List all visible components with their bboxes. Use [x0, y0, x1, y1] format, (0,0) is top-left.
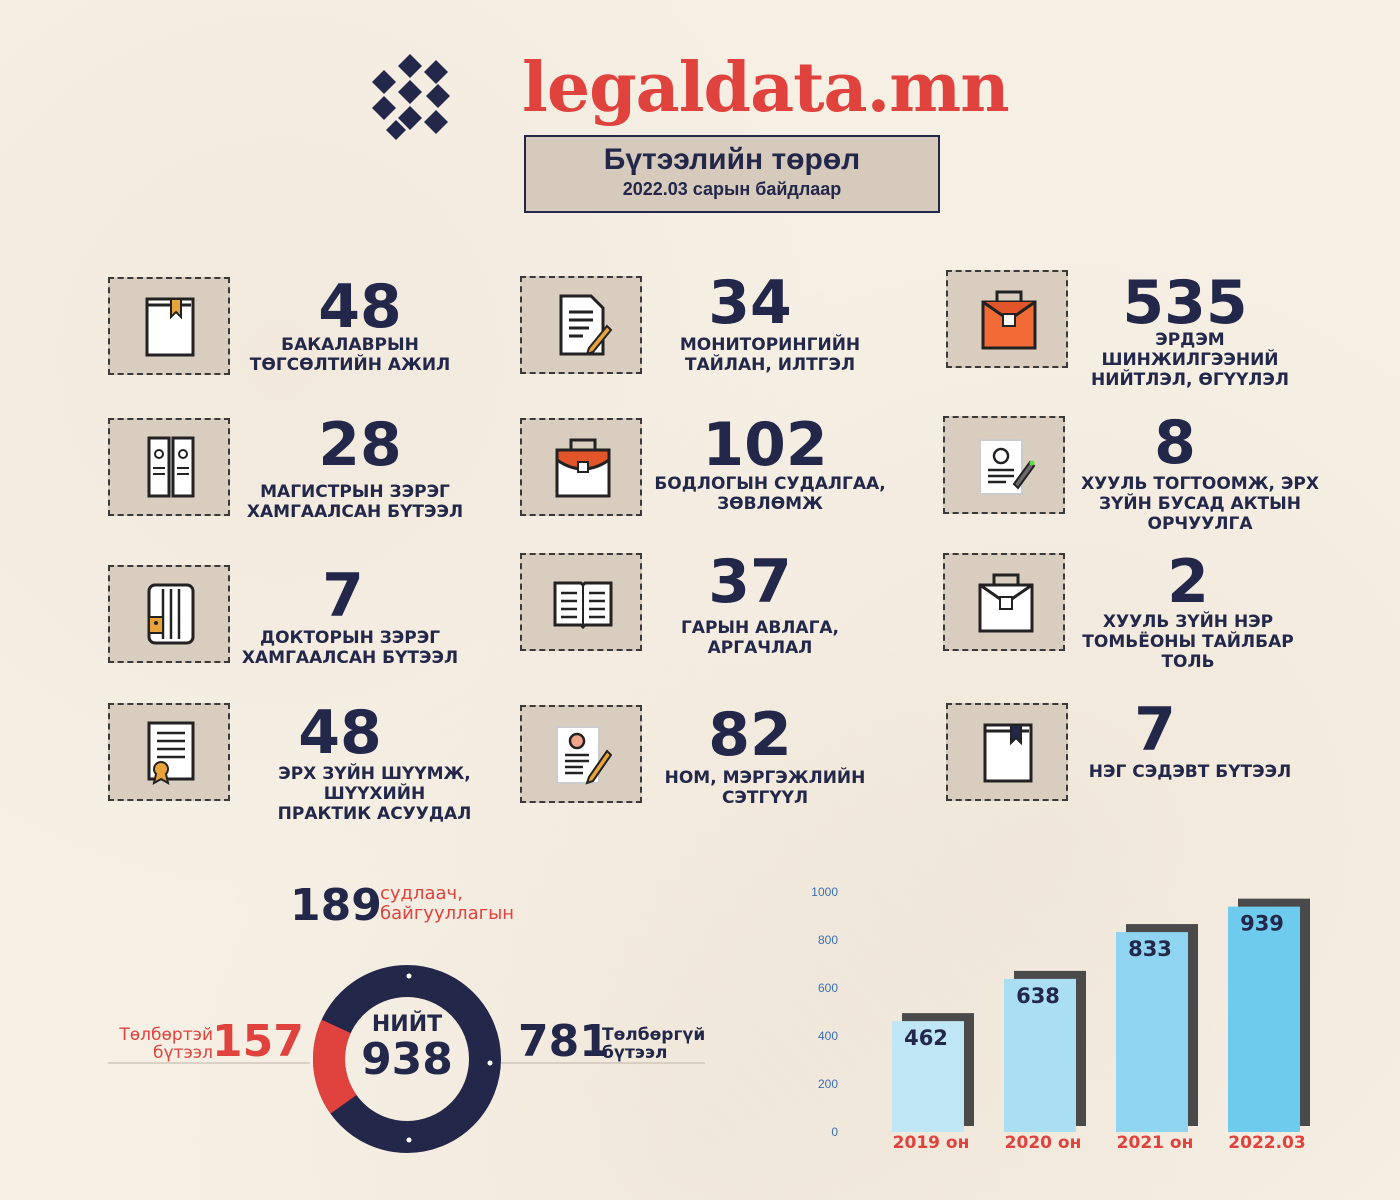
y-tick-label: 400: [818, 1029, 838, 1043]
stat-value: 37: [708, 547, 792, 617]
stat-value: 102: [702, 410, 828, 480]
stat-label: МАГИСТРЫН ЗЭРЭГ ХАМГААЛСАН БҮТЭЭЛ: [246, 482, 464, 522]
binders-icon: [147, 436, 195, 498]
legaldata-logo-icon: [372, 54, 450, 140]
stat-value: 7: [322, 561, 364, 631]
y-tick-label: 200: [818, 1077, 838, 1091]
stat-label: МОНИТОРИНГИЙН ТАЙЛАН, ИЛТГЭЛ: [679, 335, 861, 375]
page-title: Бүтээлийн төрөл: [603, 143, 861, 176]
stat-label: ЭРХ ЗҮЙН ШҮҮМЖ, ШҮҮХИЙН ПРАКТИК АСУУДАЛ: [277, 764, 472, 824]
stat-label: ХУУЛЬ ТОГТООМЖ, ЭРХ ЗҮЙН БУСАД АКТЫН ОРЧ…: [1081, 474, 1319, 534]
stat-label: ЭРДЭМ ШИНЖИЛГЭЭНИЙ НИЙТЛЭЛ, ӨГҮҮЛЭЛ: [1091, 330, 1289, 390]
donut-total: 938: [361, 1034, 453, 1085]
bar: [1228, 906, 1300, 1132]
page-subtitle: 2022.03 сарын байдлаар: [622, 179, 842, 199]
stat-label: БАКАЛАВРЫН ТӨГСӨЛТИЙН АЖИЛ: [249, 335, 451, 375]
stat-label: БОДЛОГЫН СУДАЛГАА, ЗӨВЛӨМЖ: [654, 474, 886, 514]
stat-icon-box: [520, 276, 642, 374]
bar-value-label: 939: [1240, 912, 1284, 936]
category-label: 2020 он: [1005, 1133, 1082, 1153]
donut-chart: [108, 965, 705, 1153]
stat-icon-box: [520, 418, 642, 516]
free-label: Төлбөргүй бүтээл: [602, 1025, 706, 1063]
bookmark-book-icon: [145, 297, 195, 357]
stat-icon-box: [520, 705, 642, 803]
bar-chart: 0 200 400 600 800 1000 462 2019 он 638 2020 он 833…: [811, 885, 1310, 1153]
section-title-box: Бүтээлийн төрөл 2022.03 сарын байдлаар: [524, 135, 940, 213]
stat-value: 2: [1167, 547, 1209, 617]
donut-center-label: НИЙТ: [371, 1012, 443, 1037]
stat-icon-box: [946, 270, 1068, 368]
resume-pen-icon: [979, 439, 1036, 495]
stat-icon-box: [943, 553, 1065, 651]
bookmark-book-icon: [983, 723, 1033, 783]
stat-label: ГАРЫН АВЛАГА, АРГАЧЛАЛ: [680, 618, 840, 658]
donut-dot-right: [487, 1060, 493, 1066]
category-label: 2021 он: [1117, 1133, 1194, 1153]
donut-dot-top: [406, 973, 412, 979]
researchers-value: 189: [290, 880, 382, 931]
y-tick-label: 1000: [811, 885, 838, 899]
bar-value-label: 638: [1016, 984, 1060, 1008]
free-value: 781: [518, 1016, 610, 1067]
paid-label: Төлбөртэй бүтээл: [119, 1025, 213, 1063]
orange-folder-icon: [981, 290, 1037, 350]
stat-icon-box: [108, 565, 230, 663]
stat-icon-box: [108, 277, 230, 375]
profile-doc-icon: [556, 726, 613, 785]
certificate-icon: [147, 721, 195, 785]
stat-value: 34: [708, 268, 792, 338]
stat-value: 48: [298, 698, 382, 768]
bar: [892, 1021, 964, 1132]
researchers-label: судлаач, байгууллагын: [380, 883, 515, 924]
briefcase-folder-icon: [555, 438, 611, 498]
stat-label: НОМ, МЭРГЭЖЛИЙН СЭТГҮҮЛ: [664, 768, 866, 808]
stat-value: 48: [318, 272, 402, 342]
stat-icon-box: [108, 703, 230, 801]
bar-value-label: 833: [1128, 937, 1172, 961]
stat-value: 82: [708, 700, 792, 770]
locked-book-icon: [147, 583, 195, 645]
category-label: 2022.03: [1228, 1133, 1305, 1153]
document-pen-icon: [559, 294, 613, 356]
paid-value: 157: [212, 1016, 304, 1067]
y-tick-label: 800: [818, 933, 838, 947]
open-book-icon: [553, 581, 613, 630]
stat-value: 535: [1122, 268, 1248, 338]
bar-value-label: 462: [904, 1026, 948, 1050]
stat-value: 7: [1134, 695, 1176, 765]
stat-value: 8: [1154, 408, 1196, 478]
donut-paid-segment: [313, 1019, 357, 1114]
stat-icon-box: [946, 703, 1068, 801]
stat-label: ХУУЛЬ ЗҮЙН НЭР ТОМЬЁОНЫ ТАЙЛБАР ТОЛЬ: [1082, 612, 1294, 672]
bar: [1004, 978, 1076, 1132]
stat-icon-box: [520, 553, 642, 651]
stat-icon-box: [108, 418, 230, 516]
stat-icon-box: [943, 416, 1065, 514]
stat-label: ДОКТОРЫН ЗЭРЭГ ХАМГААЛСАН БҮТЭЭЛ: [241, 628, 459, 668]
bar: [1116, 932, 1188, 1132]
category-label: 2019 он: [893, 1133, 970, 1153]
y-tick-label: 0: [831, 1125, 838, 1139]
brand-title: legaldata.mn: [522, 48, 1010, 128]
stat-value: 28: [318, 410, 402, 480]
donut-dot-bottom: [406, 1137, 412, 1143]
y-tick-label: 600: [818, 981, 838, 995]
stat-label: НЭГ СЭДЭВТ БҮТЭЭЛ: [1088, 762, 1292, 782]
white-folder-icon: [978, 573, 1034, 633]
